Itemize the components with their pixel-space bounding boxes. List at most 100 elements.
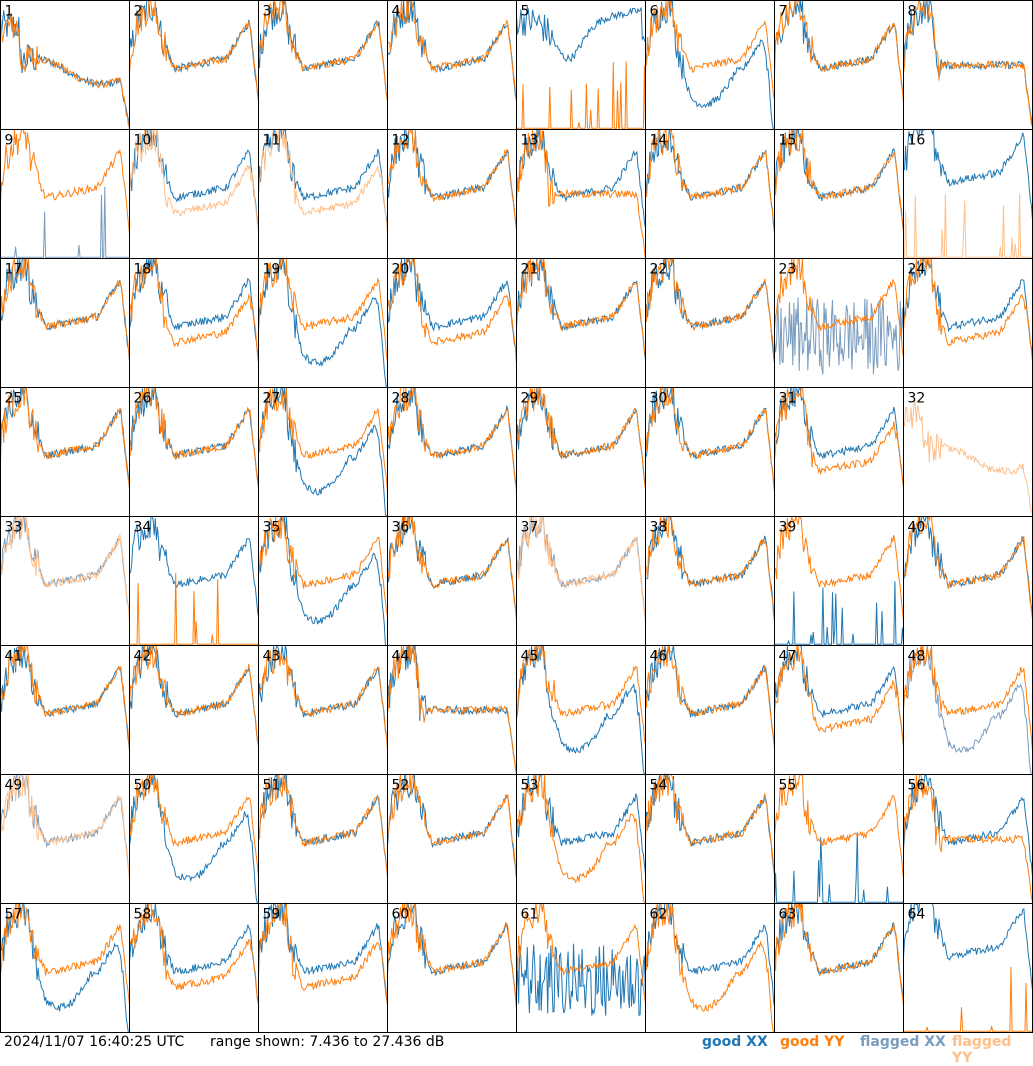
series-yy-61 xyxy=(516,902,646,1005)
series-xx-51 xyxy=(258,773,388,877)
series-yy-2 xyxy=(129,0,259,101)
panel-42: 42 xyxy=(129,644,259,775)
panel-label: 50 xyxy=(134,778,152,794)
series-yy-44 xyxy=(387,644,517,775)
panel-border xyxy=(258,903,388,1033)
panel-label: 45 xyxy=(521,649,539,665)
panel-label: 51 xyxy=(263,778,281,794)
panel-37: 37 xyxy=(516,516,646,646)
panel-31: 31 xyxy=(774,386,904,517)
panel-label: 53 xyxy=(521,778,539,794)
panel-8: 8 xyxy=(903,0,1033,130)
panel-label: 62 xyxy=(650,907,668,923)
panel-label: 30 xyxy=(650,391,668,407)
panel-34: 34 xyxy=(129,516,259,646)
panel-border xyxy=(903,387,1033,517)
panel-3: 3 xyxy=(258,0,388,130)
series-xx-58 xyxy=(129,903,259,1004)
series-yy-33 xyxy=(0,516,130,623)
series-yy-26 xyxy=(129,387,259,489)
series-yy-5 xyxy=(516,61,646,129)
panel-label: 7 xyxy=(779,4,788,20)
panel-21: 21 xyxy=(516,258,646,388)
panel-53: 53 xyxy=(516,774,646,904)
panel-label: 55 xyxy=(779,778,797,794)
panel-label: 60 xyxy=(392,907,410,923)
panel-57: 57 xyxy=(0,902,130,1033)
panel-label: 38 xyxy=(650,520,668,536)
series-yy-55 xyxy=(774,773,904,880)
panel-11: 11 xyxy=(258,128,388,259)
panel-41: 41 xyxy=(0,644,130,775)
panel-52: 52 xyxy=(387,773,517,904)
series-yy-54 xyxy=(645,774,775,874)
series-yy-34 xyxy=(129,573,259,645)
panel-46: 46 xyxy=(645,645,775,775)
series-xx-7 xyxy=(774,0,904,101)
panel-label: 11 xyxy=(263,133,281,149)
series-yy-62 xyxy=(645,902,775,1033)
panel-border xyxy=(903,645,1033,775)
panel-38: 38 xyxy=(645,514,775,646)
panel-19: 19 xyxy=(258,257,388,388)
series-yy-13 xyxy=(516,129,646,259)
panel-63: 63 xyxy=(774,903,904,1033)
series-yy-1 xyxy=(0,12,130,127)
panel-label: 52 xyxy=(392,778,410,794)
panel-label: 34 xyxy=(134,520,152,536)
panel-7: 7 xyxy=(774,0,904,130)
panel-4: 4 xyxy=(387,0,517,130)
series-xx-57 xyxy=(0,902,130,1033)
panel-label: 12 xyxy=(392,133,410,149)
series-yy-53 xyxy=(516,774,646,904)
panel-label: 23 xyxy=(779,262,797,278)
series-yy-51 xyxy=(258,773,388,875)
panel-label: 63 xyxy=(779,907,797,923)
panel-label: 5 xyxy=(521,4,530,20)
panel-39: 39 xyxy=(774,515,904,646)
panel-label: 4 xyxy=(392,4,401,20)
series-yy-7 xyxy=(774,0,904,102)
series-xx-13 xyxy=(516,129,646,229)
series-yy-28 xyxy=(387,386,517,492)
series-xx-23 xyxy=(774,297,904,375)
panel-45: 45 xyxy=(516,644,646,775)
panel-label: 20 xyxy=(392,262,410,278)
series-xx-15 xyxy=(774,129,904,231)
series-yy-43 xyxy=(258,648,388,750)
panel-border xyxy=(387,258,517,388)
panel-15: 15 xyxy=(774,128,904,259)
panel-56: 56 xyxy=(903,773,1033,904)
series-yy-16 xyxy=(903,193,1033,258)
panel-10: 10 xyxy=(129,129,259,259)
panel-label: 24 xyxy=(908,262,926,278)
panel-border xyxy=(129,903,259,1033)
panel-border xyxy=(0,258,130,388)
panel-border xyxy=(0,0,130,130)
panel-border xyxy=(258,0,388,130)
series-xx-4 xyxy=(387,0,517,101)
series-xx-53 xyxy=(516,774,646,875)
panel-label: 64 xyxy=(908,907,926,923)
panel-label: 41 xyxy=(5,649,23,665)
panel-20: 20 xyxy=(387,258,517,388)
panel-label: 48 xyxy=(908,649,926,665)
panel-label: 1 xyxy=(5,4,14,20)
panel-label: 3 xyxy=(263,4,272,20)
panel-23: 23 xyxy=(774,258,904,388)
panel-label: 9 xyxy=(5,133,14,149)
series-xx-3 xyxy=(258,0,388,99)
series-yy-18 xyxy=(129,256,259,361)
series-yy-56 xyxy=(903,774,1033,902)
panel-label: 6 xyxy=(650,4,659,20)
panel-29: 29 xyxy=(516,385,646,517)
series-yy-29 xyxy=(516,385,646,490)
panel-60: 60 xyxy=(387,901,517,1033)
series-xx-55 xyxy=(774,832,904,903)
panel-label: 42 xyxy=(134,649,152,665)
panel-24: 24 xyxy=(903,257,1033,388)
panel-label: 28 xyxy=(392,391,410,407)
panel-border xyxy=(0,129,130,259)
timestamp: 2024/11/07 16:40:25 UTC xyxy=(4,1034,185,1050)
series-yy-15 xyxy=(774,128,904,233)
